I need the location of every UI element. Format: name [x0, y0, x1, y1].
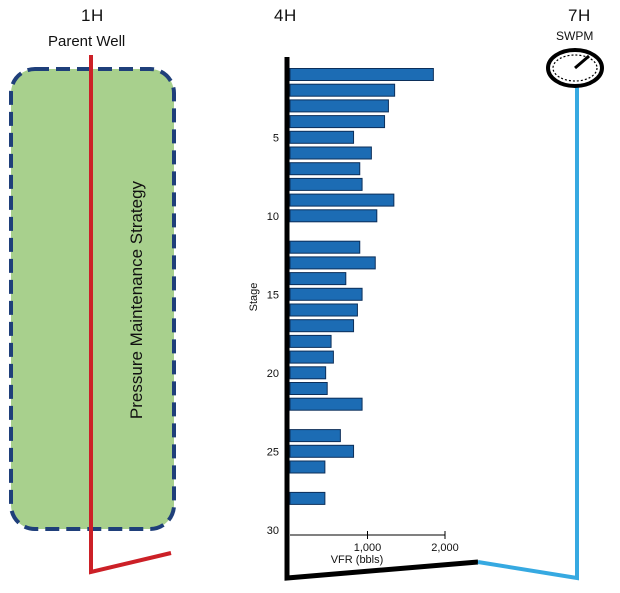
monitor-wellbore-7h — [477, 85, 579, 581]
y-tick-label-25: 25 — [267, 446, 279, 458]
y-tick-label-20: 20 — [267, 368, 279, 380]
stage-4-bar — [289, 115, 386, 129]
stage-5-bar — [289, 130, 355, 144]
y-tick-label-15: 15 — [267, 289, 279, 301]
parent-well-label: Parent Well — [48, 33, 126, 50]
x-tick-label-1000: 1,000 — [354, 542, 382, 554]
stage-3-bar — [289, 99, 389, 113]
x-tick-label-2000: 2,000 — [431, 542, 459, 554]
stage-16-bar — [289, 303, 358, 317]
stage-25-bar — [289, 444, 355, 458]
stage-6-bar — [289, 146, 372, 160]
stage-19-bar — [289, 350, 334, 364]
stage-13-bar — [289, 256, 376, 270]
stage-24-bar — [289, 429, 341, 443]
stage-28-bar — [289, 491, 326, 505]
well-7h-label: 7H — [568, 6, 591, 25]
stage-20-bar — [289, 366, 327, 380]
well-4h-label: 4H — [274, 6, 297, 25]
stage-21-bar — [289, 382, 328, 395]
y-tick-label-30: 30 — [267, 525, 279, 537]
pressure-gauge-icon — [546, 48, 604, 88]
stage-10-bar — [289, 209, 378, 223]
stage-12-bar — [289, 240, 361, 254]
swpm-label: SWPM — [556, 29, 594, 43]
stage-8-bar — [289, 177, 363, 191]
stage-14-bar — [289, 272, 347, 286]
stage-9-bar — [289, 193, 395, 207]
stage-18-bar — [289, 334, 332, 348]
stage-7-bar — [289, 162, 361, 176]
y-axis-label: Stage — [248, 283, 260, 312]
stage-22-bar — [289, 397, 363, 411]
stage-17-bar — [289, 319, 355, 333]
strategy-label: Pressure Maintenance Strategy — [127, 180, 146, 420]
well-1h-label: 1H — [81, 6, 104, 25]
y-tick-label-10: 10 — [267, 211, 279, 223]
stage-15-bar — [289, 287, 363, 301]
y-tick-label-5: 5 — [273, 132, 279, 144]
stage-2-bar — [289, 83, 396, 97]
parent-wellbore — [89, 55, 172, 575]
x-axis-label: VFR (bbls) — [331, 554, 384, 566]
stage-1-bar — [289, 68, 434, 81]
stage-26-bar — [289, 460, 326, 474]
wellbore-4h — [284, 57, 479, 581]
